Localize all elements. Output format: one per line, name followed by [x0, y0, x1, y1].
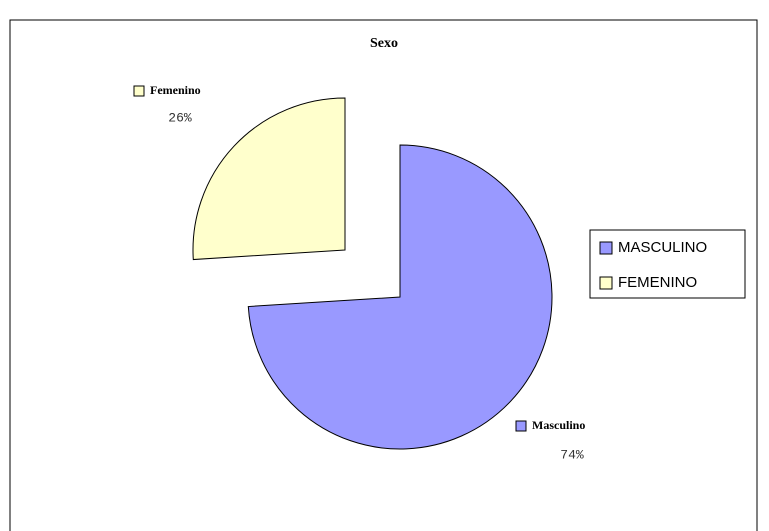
value-label: 74% — [560, 447, 584, 462]
legend-box — [589, 229, 746, 299]
label-swatch — [133, 85, 145, 97]
legend-label: MASCULINO — [618, 239, 707, 256]
legend-swatch — [599, 241, 613, 255]
slice-label: Femenino — [150, 83, 201, 97]
legend-label: FEMENINO — [618, 274, 697, 291]
pie-slice — [247, 144, 553, 450]
legend-swatch — [599, 276, 613, 290]
chart-title: Sexo — [370, 36, 398, 51]
value-label: 26% — [168, 110, 192, 125]
slice-label: Masculino — [532, 418, 585, 432]
pie-slice — [192, 97, 346, 261]
label-swatch — [515, 420, 527, 432]
